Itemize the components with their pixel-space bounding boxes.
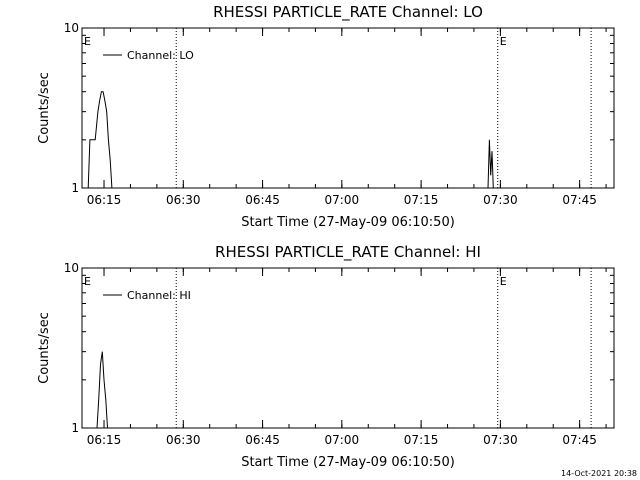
x-tick-label: 06:45	[245, 433, 280, 447]
footer-timestamp: 14-Oct-2021 20:38	[561, 469, 637, 478]
series-line-1-segment-1	[85, 91, 114, 189]
chart-panel-2: RHESSI PARTICLE_RATE Channel: HI 06:15 06:…	[37, 243, 615, 470]
x-tick-label: 07:45	[562, 193, 597, 207]
x-axis-label: Start Time (27-May-09 06:10:50)	[241, 215, 455, 230]
plot-frame	[81, 267, 615, 429]
x-tick-label: 06:15	[87, 433, 122, 447]
event-marker-label: E	[500, 275, 507, 288]
event-marker-label: E	[500, 35, 507, 48]
chart-panel-1: RHESSI PARTICLE_RATE Channel: LO 06:15 06:…	[37, 3, 615, 230]
x-tick-label: 07:00	[325, 433, 360, 447]
x-tick-label: 07:45	[562, 433, 597, 447]
legend-label: Channel: LO	[127, 49, 194, 62]
x-axis-label: Start Time (27-May-09 06:10:50)	[241, 455, 455, 470]
series-line-1-segment-2	[486, 139, 496, 189]
y-tick-label: 1	[71, 421, 79, 435]
x-tick-label: 07:15	[404, 433, 439, 447]
event-marker-label: E	[84, 35, 91, 48]
chart-title: RHESSI PARTICLE_RATE Channel: LO	[213, 3, 483, 22]
legend-label: Channel: HI	[127, 289, 191, 302]
x-tick-label: 06:15	[87, 193, 122, 207]
series-line-1-segment-1	[96, 351, 110, 429]
y-tick-label: 10	[64, 21, 79, 35]
chart-title: RHESSI PARTICLE_RATE Channel: HI	[215, 243, 481, 262]
y-axis-label: Counts/sec	[37, 312, 52, 384]
y-tick-label: 1	[71, 181, 79, 195]
event-marker-label: E	[84, 275, 91, 288]
x-tick-label: 07:15	[404, 193, 439, 207]
x-tick-label: 06:30	[166, 193, 201, 207]
x-tick-label: 07:30	[483, 433, 518, 447]
x-tick-label: 07:00	[325, 193, 360, 207]
x-tick-label: 06:30	[166, 433, 201, 447]
y-axis-label: Counts/sec	[37, 72, 52, 144]
x-tick-label: 06:45	[245, 193, 280, 207]
plot-frame	[81, 27, 615, 189]
x-tick-label: 07:30	[483, 193, 518, 207]
y-tick-label: 10	[64, 261, 79, 275]
